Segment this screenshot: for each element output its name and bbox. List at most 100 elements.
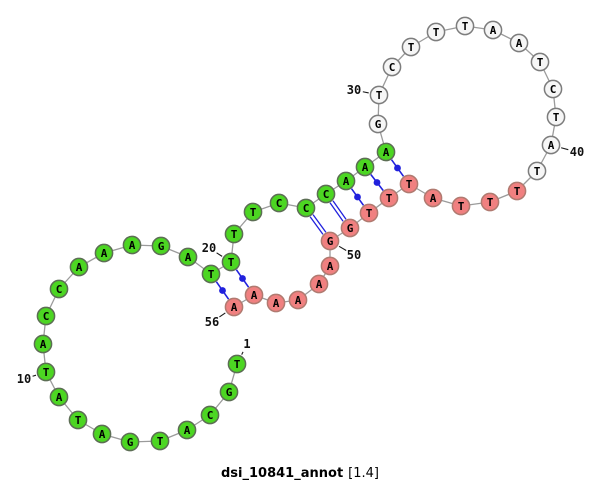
nucleotide-49-G[interactable] [340, 218, 360, 238]
position-label-40: 40 [570, 145, 584, 159]
nucleotide-27-A[interactable] [355, 157, 375, 177]
nucleotide-letter: T [208, 268, 215, 281]
nucleotide-47-T[interactable] [379, 188, 399, 208]
pair-dot [394, 164, 401, 172]
nucleotide-43-T[interactable] [480, 192, 500, 212]
nucleotide-23-C[interactable] [269, 193, 289, 213]
nucleotide-9-A[interactable] [49, 387, 69, 407]
nucleotide-2-G[interactable] [219, 382, 239, 402]
nucleotide-37-T[interactable] [530, 52, 550, 72]
nucleotide-letter: A [548, 139, 555, 152]
nucleotide-52-A[interactable] [309, 274, 329, 294]
nucleotide-letter: A [40, 338, 47, 351]
nucleotide-letter: C [207, 409, 214, 422]
nucleotide-16-A[interactable] [122, 235, 142, 255]
nucleotide-40-A[interactable] [541, 135, 561, 155]
nucleotide-34-T[interactable] [455, 16, 475, 36]
nucleotide-56-A[interactable] [224, 297, 244, 317]
nucleotide-letter: A [251, 289, 258, 302]
nucleotide-22-T[interactable] [243, 202, 263, 222]
nucleotide-10-T[interactable] [36, 362, 56, 382]
nucleotide-letter: A [343, 175, 350, 188]
nucleotide-14-A[interactable] [69, 257, 89, 277]
nucleotide-letter: T [534, 165, 541, 178]
nucleotide-33-T[interactable] [426, 22, 446, 42]
nucleotide-letter: A [101, 247, 108, 260]
nucleotide-29-G[interactable] [368, 114, 388, 134]
figure-version: [1.4] [348, 466, 379, 481]
nucleotide-letter: A [76, 261, 83, 274]
nucleotide-45-A[interactable] [423, 188, 443, 208]
nucleotide-8-T[interactable] [68, 410, 88, 430]
nucleotide-letter: T [514, 185, 521, 198]
nucleotide-letter: C [276, 197, 283, 210]
nucleotide-46-T[interactable] [399, 174, 419, 194]
nucleotide-18-A[interactable] [178, 247, 198, 267]
nucleotide-letter: A [430, 192, 437, 205]
nucleotide-24-C[interactable] [296, 198, 316, 218]
position-label-tick [241, 351, 244, 355]
nucleotide-letter: A [316, 278, 323, 291]
nucleotide-21-T[interactable] [224, 224, 244, 244]
nucleotide-38-C[interactable] [543, 79, 563, 99]
nucleotide-11-A[interactable] [33, 334, 53, 354]
nucleotide-letter: T [408, 41, 415, 54]
nucleotide-12-C[interactable] [36, 306, 56, 326]
nucleotide-5-T[interactable] [150, 431, 170, 451]
nucleotide-letter: T [231, 228, 238, 241]
nucleotide-19-T[interactable] [201, 264, 221, 284]
nucleotide-25-C[interactable] [316, 184, 336, 204]
pair-dot [373, 179, 381, 186]
nucleotide-letter: A [273, 297, 280, 310]
nucleotide-54-A[interactable] [266, 293, 286, 313]
position-label-20: 20 [202, 241, 216, 255]
nucleotide-15-A[interactable] [94, 243, 114, 263]
nucleotide-6-G[interactable] [120, 432, 140, 452]
nucleotide-44-T[interactable] [451, 196, 471, 216]
nucleotide-letter: T [250, 206, 257, 219]
nucleotide-letter: T [234, 358, 241, 371]
nucleotide-39-T[interactable] [546, 107, 566, 127]
nucleotide-36-A[interactable] [509, 33, 529, 53]
nucleotide-13-C[interactable] [49, 279, 69, 299]
nucleotide-letter: C [323, 188, 330, 201]
nucleotide-4-A[interactable] [177, 420, 197, 440]
nucleotide-55-A[interactable] [244, 285, 264, 305]
nucleotide-letter: C [43, 310, 50, 323]
nucleotide-17-G[interactable] [151, 236, 171, 256]
nucleotide-3-C[interactable] [200, 405, 220, 425]
nucleotide-31-C[interactable] [382, 57, 402, 77]
nucleotide-1-T[interactable] [227, 354, 247, 374]
nucleotide-53-A[interactable] [288, 290, 308, 310]
nucleotide-letter: G [327, 235, 334, 248]
nucleotide-28-A[interactable] [376, 142, 396, 162]
nucleotide-35-A[interactable] [483, 20, 503, 40]
position-label-tick [362, 91, 369, 94]
nucleotide-letter: T [366, 207, 373, 220]
nucleotide-48-T[interactable] [359, 203, 379, 223]
nucleotide-50-G[interactable] [320, 231, 340, 251]
position-label-tick [32, 374, 37, 377]
nucleotide-51-A[interactable] [320, 256, 340, 276]
nucleotide-letter: G [158, 240, 165, 253]
nucleotide-letter: A [129, 239, 136, 252]
nucleotide-41-T[interactable] [527, 161, 547, 181]
nucleotide-32-T[interactable] [401, 37, 421, 57]
nucleotide-letter: T [75, 414, 82, 427]
nucleotide-letter: A [231, 301, 238, 314]
nucleotide-20-T[interactable] [221, 252, 241, 272]
nucleotide-30-T[interactable] [369, 85, 389, 105]
nucleotide-letter: C [303, 202, 310, 215]
nucleotide-letter: A [185, 251, 192, 264]
nucleotide-letter: G [226, 386, 233, 399]
nucleotide-letter: C [56, 283, 63, 296]
nucleotide-letter: T [386, 192, 393, 205]
position-label-tick [216, 252, 223, 257]
nucleotide-26-A[interactable] [336, 171, 356, 191]
nucleotide-letter: A [383, 146, 390, 159]
nucleotide-letter: G [375, 118, 382, 131]
nucleotide-7-A[interactable] [92, 424, 112, 444]
pair-dot [219, 287, 226, 294]
position-label-1: 1 [243, 337, 250, 351]
nucleotide-42-T[interactable] [507, 181, 527, 201]
